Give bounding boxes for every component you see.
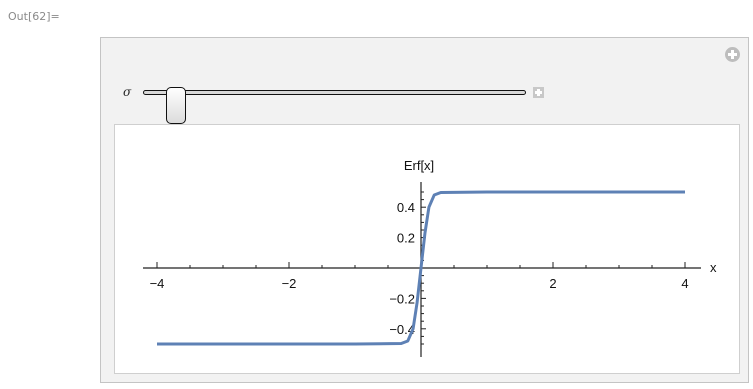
sigma-slider-thumb[interactable] — [165, 87, 186, 124]
y-tick-label: −0.4 — [389, 322, 415, 337]
sigma-label: σ — [123, 85, 132, 99]
x-axis-label: x — [710, 260, 717, 275]
y-tick-label: 0.4 — [397, 200, 415, 215]
y-tick-label: −0.2 — [389, 291, 415, 306]
x-tick-label: −2 — [282, 276, 297, 291]
output-cell-label: Out[62]= — [8, 10, 60, 23]
x-tick-label: 4 — [681, 276, 688, 291]
plot-pane: −4 −2 2 4 −0.4 −0.2 0.2 0.4 Erf[x] x — [114, 124, 740, 374]
sigma-control-row: σ — [101, 78, 748, 124]
erf-plot: −4 −2 2 4 −0.4 −0.2 0.2 0.4 Erf[x] x — [143, 158, 717, 357]
x-tick-label: −4 — [150, 276, 165, 291]
slider-expand-icon[interactable] — [533, 87, 544, 98]
manipulate-panel: σ −4 −2 2 4 −0.4 −0.2 0.2 0.4 Erf[x] x — [100, 37, 749, 383]
erf-series-line — [157, 190, 685, 346]
x-tick-label: 2 — [549, 276, 556, 291]
sigma-slider[interactable] — [143, 87, 526, 124]
y-axis-label: Erf[x] — [404, 158, 434, 173]
plus-circle-icon[interactable] — [725, 47, 740, 62]
y-tick-label: 0.2 — [397, 231, 415, 246]
